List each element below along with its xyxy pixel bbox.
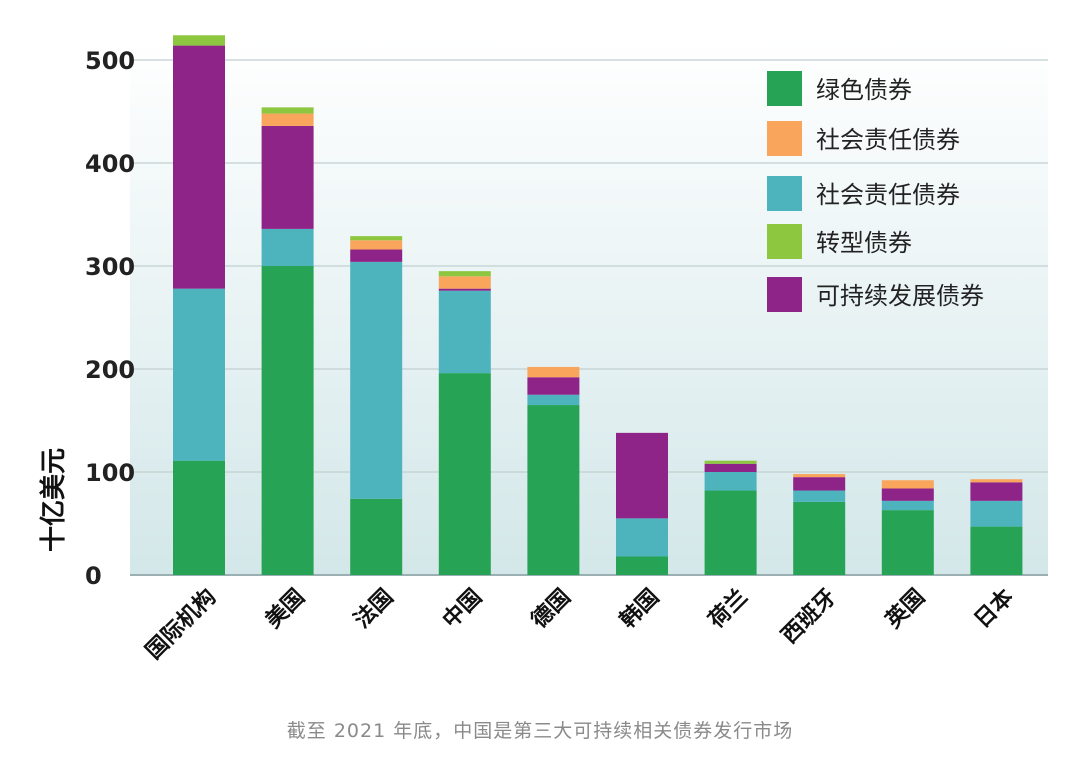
bar-segment-2-2 <box>350 249 403 262</box>
bar-segment-1-4 <box>261 107 314 114</box>
bar-segment-6-2 <box>704 463 757 472</box>
bar-segment-8-1 <box>881 500 934 511</box>
y-tick-label: 100 <box>85 459 135 487</box>
bar-segment-9-3 <box>970 479 1023 483</box>
x-category-label: 美国 <box>260 584 310 634</box>
legend-swatch <box>767 121 802 156</box>
y-tick-label: 300 <box>85 253 135 281</box>
bar-segment-6-0 <box>704 490 757 575</box>
bar-segment-1-0 <box>261 266 314 575</box>
x-category-label: 中国 <box>438 585 487 634</box>
y-tick-label: 500 <box>85 47 135 75</box>
legend-swatch <box>767 224 802 259</box>
bar-segment-1-2 <box>261 125 314 229</box>
x-category-label: 英国 <box>881 585 930 634</box>
legend-label: 可持续发展债券 <box>816 282 984 310</box>
bar-segment-8-0 <box>881 510 934 575</box>
bar-segment-5-0 <box>616 556 668 575</box>
bar-segment-0-1 <box>173 288 225 461</box>
bar-segment-3-1 <box>438 290 491 374</box>
bar-segment-3-0 <box>438 373 491 575</box>
x-category-label: 荷兰 <box>703 584 753 634</box>
bar-segment-7-0 <box>793 501 846 575</box>
y-tick-label: 0 <box>85 562 102 590</box>
y-axis-label: 十亿美元 <box>38 448 69 552</box>
bar-segment-9-2 <box>970 482 1023 501</box>
bar-segment-2-4 <box>350 236 403 241</box>
bar-segment-4-0 <box>527 405 580 575</box>
bar-segment-2-3 <box>350 240 403 250</box>
legend-label: 社会责任债券 <box>816 126 960 154</box>
bar-segment-3-4 <box>438 271 491 277</box>
bar-segment-8-3 <box>881 480 934 489</box>
bar-segment-2-0 <box>350 498 403 575</box>
bar-segment-1-3 <box>261 113 314 126</box>
bar-segment-2-1 <box>350 261 403 499</box>
legend-label: 转型债券 <box>816 229 912 257</box>
bar-segment-5-1 <box>616 518 668 557</box>
legend-swatch <box>767 71 802 106</box>
bar-segment-7-3 <box>793 474 846 478</box>
bar-segment-6-1 <box>704 472 757 491</box>
x-category-label: 国际机构 <box>141 584 222 665</box>
x-category-label: 韩国 <box>615 584 665 634</box>
bar-segment-0-0 <box>173 460 225 575</box>
bar-segment-8-2 <box>881 488 934 501</box>
chart-caption: 截至 2021 年底，中国是第三大可持续相关债券发行市场 <box>286 720 794 742</box>
bar-segment-0-4 <box>173 35 225 46</box>
legend-swatch <box>767 176 802 211</box>
x-category-label: 德国 <box>526 584 576 634</box>
x-category-label: 法国 <box>350 585 399 634</box>
bar-segment-7-1 <box>793 490 846 502</box>
y-tick-label: 400 <box>85 150 135 178</box>
bar-segment-6-4 <box>704 460 757 464</box>
bar-segment-4-3 <box>527 366 580 378</box>
bar-segment-3-3 <box>438 276 491 289</box>
bar-segment-0-2 <box>173 45 225 289</box>
bar-segment-1-1 <box>261 228 314 266</box>
bar-segment-4-2 <box>527 377 580 395</box>
legend-swatch <box>767 277 802 312</box>
bar-segment-3-2 <box>438 288 491 291</box>
y-tick-label: 200 <box>85 356 135 384</box>
bar-segment-7-2 <box>793 477 846 491</box>
bar-segment-4-1 <box>527 394 580 406</box>
bar-segment-9-0 <box>970 526 1023 575</box>
legend-label: 绿色债券 <box>816 76 912 104</box>
legend-label: 社会责任债券 <box>816 181 960 209</box>
x-category-label: 西班牙 <box>777 585 841 649</box>
bar-segment-5-2 <box>616 432 668 519</box>
x-category-label: 日本 <box>970 585 1019 634</box>
bar-segment-9-1 <box>970 500 1023 527</box>
